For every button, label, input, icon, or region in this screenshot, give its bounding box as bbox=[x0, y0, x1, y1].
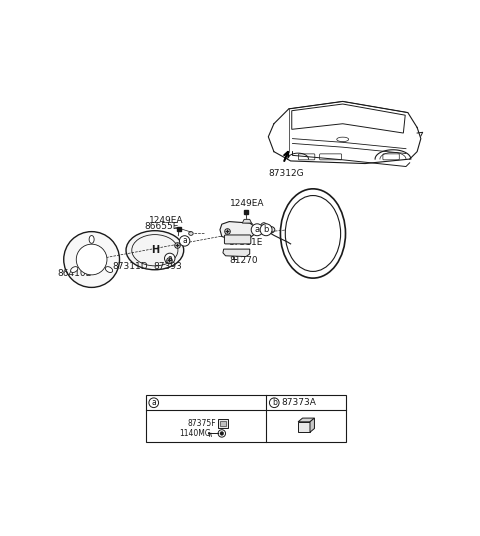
Ellipse shape bbox=[261, 222, 267, 231]
Circle shape bbox=[220, 431, 224, 435]
Bar bbox=[220, 421, 226, 426]
Bar bbox=[218, 419, 228, 428]
Text: 87373A: 87373A bbox=[282, 398, 317, 407]
Text: 95750L: 95750L bbox=[285, 240, 319, 249]
Circle shape bbox=[149, 398, 158, 407]
Ellipse shape bbox=[189, 232, 193, 235]
Ellipse shape bbox=[285, 196, 341, 271]
Ellipse shape bbox=[71, 266, 78, 272]
Text: a: a bbox=[254, 225, 260, 234]
Ellipse shape bbox=[290, 243, 297, 248]
Text: 87311E: 87311E bbox=[229, 238, 263, 247]
Ellipse shape bbox=[106, 266, 113, 272]
Text: b: b bbox=[264, 225, 269, 234]
Text: a: a bbox=[168, 254, 172, 263]
Circle shape bbox=[76, 244, 107, 275]
Bar bbox=[145, 396, 347, 442]
Polygon shape bbox=[242, 219, 252, 223]
Text: 86410B: 86410B bbox=[58, 269, 92, 278]
Circle shape bbox=[64, 232, 120, 287]
Ellipse shape bbox=[265, 226, 275, 233]
Circle shape bbox=[180, 236, 190, 246]
Text: 86655E: 86655E bbox=[144, 221, 179, 230]
FancyBboxPatch shape bbox=[225, 235, 251, 244]
Polygon shape bbox=[310, 418, 314, 432]
Polygon shape bbox=[298, 418, 314, 422]
Text: a: a bbox=[182, 236, 187, 245]
Ellipse shape bbox=[126, 230, 184, 270]
Text: 87393: 87393 bbox=[154, 262, 182, 271]
Polygon shape bbox=[220, 221, 255, 239]
Bar bbox=[298, 422, 310, 432]
Text: 1249EA: 1249EA bbox=[149, 217, 184, 225]
Circle shape bbox=[165, 253, 175, 264]
Text: H: H bbox=[151, 245, 159, 255]
Text: 1249EA: 1249EA bbox=[229, 199, 264, 208]
Text: a: a bbox=[151, 398, 156, 407]
Text: 81270: 81270 bbox=[230, 256, 258, 265]
Text: 87311D: 87311D bbox=[112, 263, 148, 271]
Text: 87312G: 87312G bbox=[268, 169, 304, 178]
Circle shape bbox=[251, 224, 263, 236]
Circle shape bbox=[260, 224, 272, 236]
Text: 1140MG: 1140MG bbox=[180, 429, 211, 438]
Text: b: b bbox=[272, 398, 276, 407]
Polygon shape bbox=[223, 249, 250, 257]
Ellipse shape bbox=[89, 235, 94, 243]
Circle shape bbox=[269, 398, 279, 407]
Text: 87375F: 87375F bbox=[187, 419, 216, 428]
